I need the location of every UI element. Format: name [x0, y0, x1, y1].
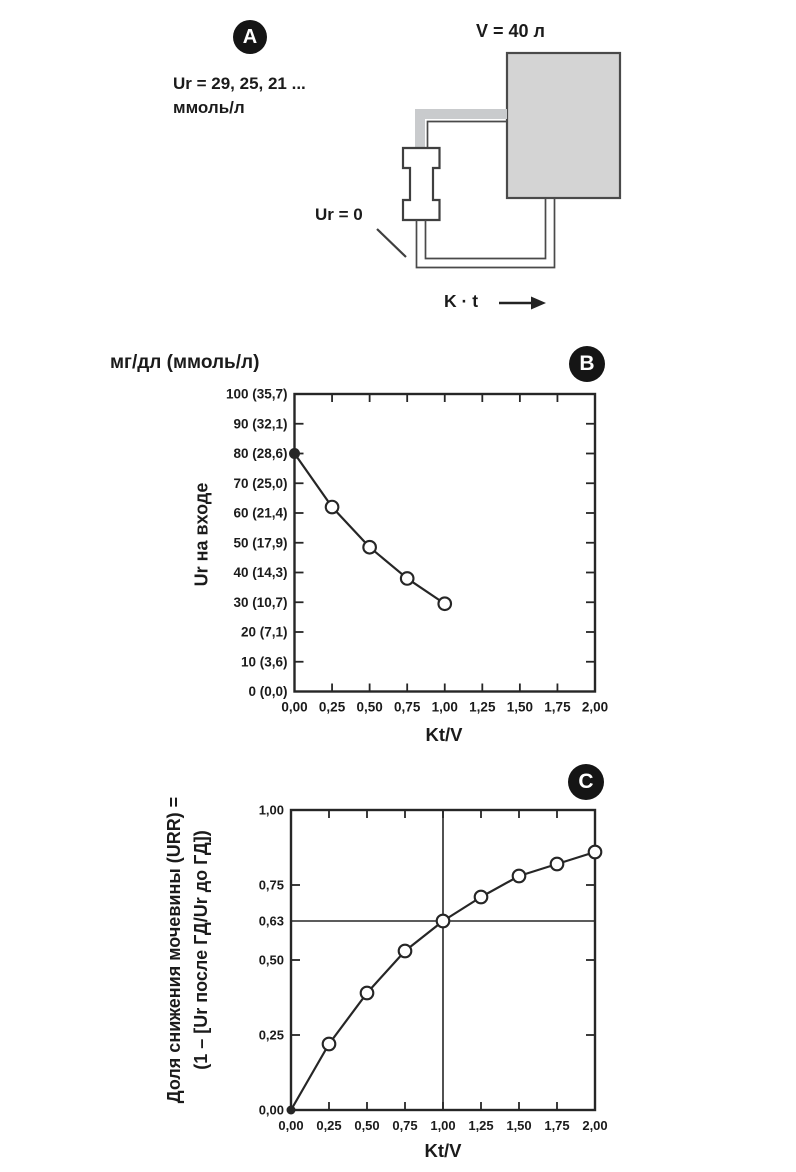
outlet-tube-outer-line — [415, 198, 556, 269]
x-tick-label: 0,50 — [356, 700, 382, 715]
x-tick-label: 1,00 — [430, 1118, 455, 1133]
y-tick-label: 20 (7,1) — [241, 625, 288, 640]
x-tick-label: 1,75 — [544, 700, 571, 715]
x-tick-label: 0,75 — [394, 700, 421, 715]
x-tick-label: 1,25 — [468, 1118, 493, 1133]
x-tick-label: 1,50 — [507, 700, 533, 715]
y-tick-label: 90 (32,1) — [233, 416, 287, 431]
data-point-marker — [399, 571, 415, 586]
data-point-marker — [321, 1036, 337, 1052]
chart-c-y-axis-title-line1: Доля снижения мочевины (URR) = — [164, 796, 184, 1104]
data-point-filled — [286, 1105, 296, 1115]
y-tick-label: 0,63 — [259, 914, 284, 929]
x-tick-label: 0,00 — [278, 1118, 303, 1133]
x-tick-label: 0,25 — [319, 700, 346, 715]
data-point-marker — [549, 856, 565, 872]
y-tick-label: 30 (10,7) — [233, 595, 287, 610]
chart-panel-C: 0,00 0,25 0,50 0,75 1,00 1,25 1,50 1,75 2,00 1,00… — [259, 803, 608, 1134]
dialysis-circuit — [376, 51, 622, 310]
data-point-marker — [437, 596, 453, 612]
inlet-urea-units: ммоль/л — [173, 98, 245, 117]
x-tick-label: 0,25 — [316, 1118, 341, 1133]
inlet-urea-values: Ur = 29, 25, 21 ... — [173, 74, 306, 93]
panel-b-badge: B — [569, 346, 605, 382]
y-tick-label: 1,00 — [259, 803, 284, 818]
y-tick-label: 50 (17,9) — [233, 535, 287, 550]
dialyzer-icon — [401, 146, 441, 222]
chart-b-units-title: мг/дл (ммоль/л) — [110, 352, 260, 373]
chart-c-y-axis-title-line2: (1 – [Ur после ГД/Ur до ГД]) — [191, 830, 211, 1070]
y-tick-label: 0 (0,0) — [248, 684, 287, 699]
y-tick-label: 10 (3,6) — [241, 654, 288, 669]
inlet-tube-gray — [415, 109, 507, 148]
data-line — [293, 452, 446, 605]
x-tick-label: 1,00 — [432, 700, 458, 715]
data-point-marker — [397, 943, 413, 959]
y-tick-label: 0,25 — [259, 1028, 284, 1043]
x-tick-label: 0,75 — [392, 1118, 417, 1133]
chart-b-y-axis-title: Ur на входе — [191, 482, 212, 587]
x-tick-label: 1,25 — [469, 700, 496, 715]
data-point-marker — [587, 844, 603, 860]
dialyzer-outlet-label: Ur = 0 — [315, 205, 363, 224]
y-tick-label: 80 (28,6) — [233, 446, 287, 461]
x-tick-label: 1,75 — [544, 1118, 569, 1133]
x-tick-label: 0,00 — [281, 700, 307, 715]
y-tick-label: 0,00 — [259, 1103, 284, 1118]
chart-c-y-axis-title: Доля снижения мочевины (URR) = (1 – [Ur … — [161, 770, 215, 1130]
plot-box — [293, 392, 597, 693]
data-point-marker — [435, 913, 451, 929]
inlet-urea-label: Ur = 29, 25, 21 ... ммоль/л — [173, 72, 306, 120]
y-tick-label: 40 (14,3) — [233, 565, 287, 580]
body-water-tank — [505, 51, 622, 200]
chart-b-x-axis-title: Kt/V — [425, 724, 463, 745]
x-tick-label: 2,00 — [582, 700, 608, 715]
inlet-tube-outline — [426, 120, 507, 148]
clearance-arrow-head — [531, 296, 546, 310]
y-tick-label: 0,75 — [259, 878, 284, 893]
y-tick-label: 70 (25,0) — [233, 476, 287, 491]
tank-volume-label: V = 40 л — [476, 21, 545, 41]
y-tick-label: 0,50 — [259, 953, 284, 968]
y-tick-label: 100 (35,7) — [226, 387, 288, 402]
data-point-marker — [511, 868, 527, 884]
data-point-marker — [324, 499, 340, 515]
y-tick-label: 60 (21,4) — [233, 506, 287, 521]
outlet-tube-inner-line — [424, 198, 547, 260]
data-point-marker — [473, 889, 489, 905]
chart-c-x-axis-title: Kt/V — [424, 1140, 462, 1161]
chart-panel-B: 0,00 0,25 0,50 0,75 1,00 1,25 1,50 1,75 2,00 100 … — [226, 387, 608, 715]
x-tick-label: 1,50 — [506, 1118, 531, 1133]
data-point-marker — [359, 985, 375, 1001]
data-point-filled — [289, 448, 300, 459]
clearance-time-label: K · t — [444, 291, 479, 311]
data-point-marker — [362, 539, 377, 555]
panel-c-badge: C — [568, 764, 604, 800]
panel-a-badge: A — [233, 20, 267, 54]
outlet-label-pointer-line — [376, 228, 407, 258]
x-tick-label: 2,00 — [582, 1118, 607, 1133]
x-tick-label: 0,50 — [354, 1118, 379, 1133]
